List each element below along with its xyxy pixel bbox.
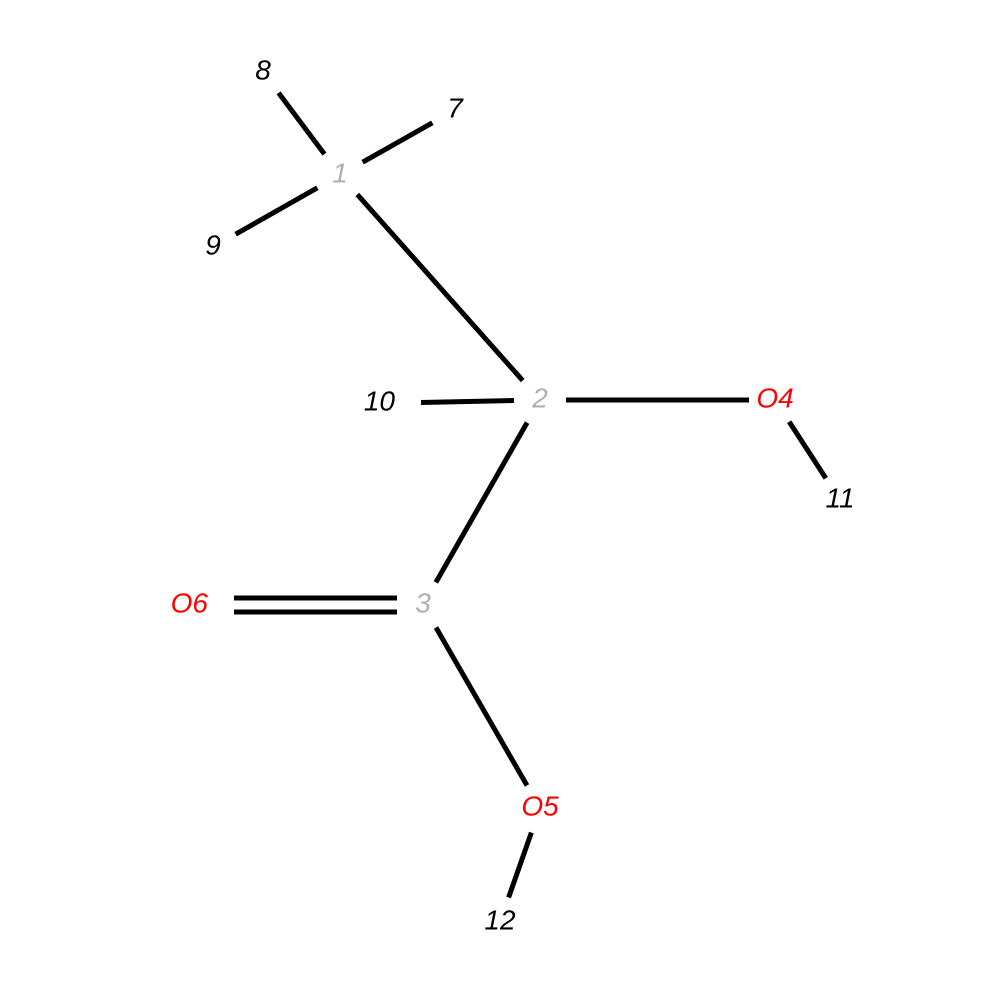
atom-label-11: 11	[825, 482, 854, 513]
bond	[509, 833, 532, 898]
atom-label-10: 10	[364, 385, 396, 416]
atom-label-O6: O6	[171, 587, 209, 618]
atom-label-3: 3	[415, 587, 431, 618]
atom-label-2: 2	[531, 382, 548, 413]
bond	[363, 123, 433, 162]
bonds-layer	[234, 93, 826, 898]
atom-label-O5: O5	[521, 790, 559, 821]
bond	[436, 628, 527, 786]
atom-label-7: 7	[447, 92, 464, 123]
molecule-diagram: 123O4O5O6789101112	[0, 0, 1000, 1000]
bond	[789, 422, 826, 478]
atom-label-O4: O4	[756, 382, 793, 413]
atom-label-9: 9	[205, 229, 221, 260]
bond	[236, 188, 318, 234]
atom-label-12: 12	[484, 904, 516, 935]
bond	[421, 401, 514, 403]
bond	[436, 423, 527, 583]
atoms-layer: 123O4O5O6789101112	[171, 54, 855, 935]
bond	[357, 194, 522, 380]
atom-label-8: 8	[255, 54, 271, 85]
bond	[279, 93, 325, 154]
atom-label-1: 1	[332, 157, 348, 188]
